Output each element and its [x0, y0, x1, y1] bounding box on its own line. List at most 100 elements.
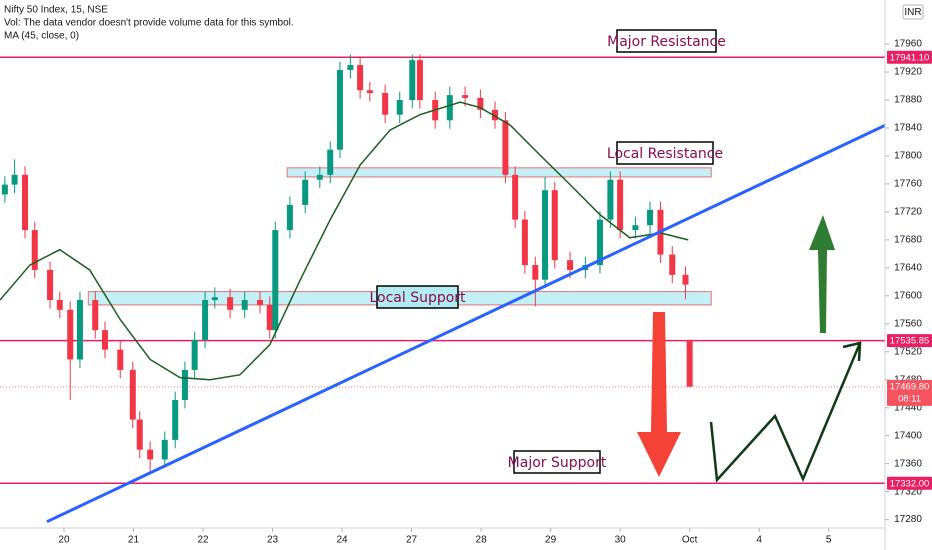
candle-body	[491, 109, 498, 121]
candle-body	[462, 95, 469, 98]
y-tick-label: 17360	[894, 458, 922, 469]
y-tick-label: 17680	[894, 235, 922, 246]
candle-body	[136, 419, 143, 450]
currency: INR	[904, 7, 921, 18]
y-tick-label: 17320	[894, 486, 922, 497]
candle-body	[366, 90, 373, 94]
candle-body	[172, 400, 179, 440]
annotation-box	[616, 141, 714, 165]
annotation: Local Resistance	[607, 146, 723, 162]
candle-body	[302, 179, 309, 205]
x-tick-label: 21	[128, 535, 140, 546]
x-tick-label: 22	[197, 535, 209, 546]
candle-body	[669, 254, 676, 275]
y-tick-label: 17920	[894, 67, 922, 78]
candle-body	[31, 230, 38, 270]
symbol-title: Nifty 50 Index, 15, NSE	[4, 5, 108, 16]
candle-body	[11, 174, 18, 185]
x-tick-label: 28	[476, 535, 488, 546]
annotation-box	[513, 450, 601, 474]
candle-body	[512, 174, 519, 220]
candle-body	[682, 274, 689, 285]
last-price-badge	[887, 379, 932, 406]
candle-body	[542, 190, 549, 280]
plot-area	[0, 54, 891, 524]
level-badge	[887, 50, 932, 64]
level-label: 17332.00	[890, 478, 930, 489]
ma-line	[0, 101, 689, 381]
x-tick-label: 20	[58, 535, 70, 546]
x-tick-label: Oct	[682, 535, 698, 546]
y-tick-label: 17280	[894, 514, 922, 525]
candle-body	[47, 269, 54, 301]
candle-body	[76, 300, 83, 360]
candle-body	[191, 339, 198, 370]
candle-body	[202, 300, 209, 340]
candle-body	[532, 265, 539, 280]
annotation: Major Support	[508, 455, 607, 471]
candle-body	[272, 230, 279, 331]
zone	[286, 167, 712, 178]
candle-body	[477, 97, 484, 110]
annotation: Major Resistance	[607, 34, 726, 50]
y-tick-label: 17800	[894, 151, 922, 162]
candle-body	[521, 219, 528, 266]
level-badge	[887, 476, 932, 490]
down-arrow	[637, 312, 681, 477]
candle-body	[327, 149, 334, 175]
y-tick-label: 17440	[894, 402, 922, 413]
level-badge	[887, 334, 932, 348]
drawings	[637, 215, 862, 483]
x-tick-label: 30	[615, 535, 627, 546]
candle-body	[382, 93, 389, 115]
y-tick-label: 17840	[894, 123, 922, 134]
y-tick-label: 17960	[894, 39, 922, 50]
candle-body	[181, 369, 188, 401]
y-tick-label: 17520	[894, 346, 922, 357]
candle-body	[257, 300, 264, 305]
candle-body	[686, 340, 693, 387]
zigzag-head	[842, 341, 862, 362]
candle-body	[551, 190, 558, 261]
candle-body	[147, 449, 154, 460]
candle-body	[357, 65, 364, 91]
x-tick-label: 23	[267, 535, 279, 546]
y-axis-bg	[885, 0, 932, 550]
candle-body	[336, 69, 343, 150]
x-tick-label: 4	[756, 535, 762, 546]
volume-note: Vol: The data vendor doesn't provide vol…	[4, 18, 294, 29]
ma-legend: MA (45, close, 0)	[4, 31, 79, 42]
trend-line	[46, 121, 891, 524]
annotations: Major Resistance Local Resistance Local …	[369, 29, 726, 474]
candle-body	[117, 349, 124, 370]
candle-body	[446, 95, 453, 121]
candle-body	[396, 100, 403, 115]
y-tick-label: 17720	[894, 207, 922, 218]
x-tick-label: 27	[406, 535, 418, 546]
candle-body	[286, 204, 293, 231]
candle-body	[266, 304, 273, 331]
countdown: 08:11	[898, 393, 921, 404]
annotation: Local Support	[369, 290, 466, 306]
x-tick-label: 29	[545, 535, 557, 546]
candle-body	[129, 369, 136, 420]
y-tick-label: 17640	[894, 262, 922, 273]
candle-body	[22, 174, 29, 231]
candle-body	[92, 300, 99, 331]
candle-body	[647, 209, 654, 226]
y-tick-label: 17600	[894, 290, 922, 301]
candle-body	[67, 309, 74, 360]
level-label: 17941.10	[890, 52, 930, 63]
x-tick-label: 24	[336, 535, 348, 546]
y-tick-label: 17560	[894, 318, 922, 329]
candle-body	[56, 300, 63, 310]
up-arrow	[809, 215, 835, 333]
annotation-box	[616, 29, 717, 53]
candle-body	[607, 179, 614, 220]
x-tick-label: 5	[826, 535, 832, 546]
candle-body	[617, 179, 624, 231]
candle-body	[101, 330, 108, 350]
candle-body	[347, 65, 354, 70]
candle-body	[567, 260, 574, 270]
